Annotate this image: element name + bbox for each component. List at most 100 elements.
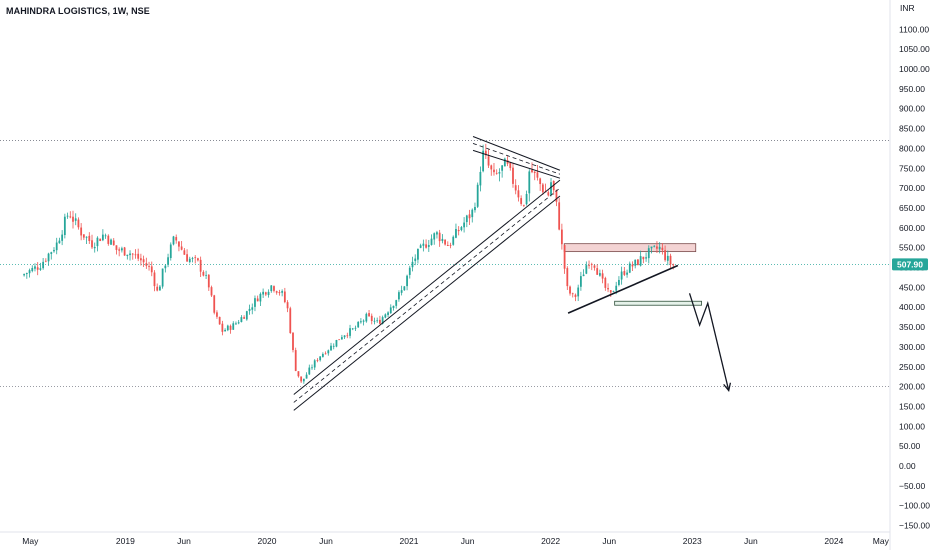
x-tick-label: 2019 xyxy=(116,536,135,546)
candle-body xyxy=(468,214,471,219)
candle-body xyxy=(39,268,42,270)
y-tick-label: 750.00 xyxy=(899,163,925,173)
candle-body xyxy=(259,293,262,302)
y-tick-label: 950.00 xyxy=(899,84,925,94)
candle-body xyxy=(153,272,156,287)
candle-body xyxy=(525,194,528,205)
candle-body xyxy=(129,253,131,256)
candle-body xyxy=(134,254,137,256)
candle-body xyxy=(289,308,292,334)
candle-body xyxy=(148,266,150,267)
candle-body xyxy=(547,192,550,196)
candle-body xyxy=(618,279,620,285)
candle-body xyxy=(23,274,26,276)
candle-body xyxy=(178,241,180,247)
current-price-tag xyxy=(892,258,928,271)
candle-body xyxy=(626,272,628,275)
candle-body xyxy=(332,345,335,347)
candle-body xyxy=(460,227,463,231)
candle-body xyxy=(93,246,96,249)
candle-body xyxy=(495,172,498,174)
candle-body xyxy=(25,273,28,275)
y-tick-label: 400.00 xyxy=(899,302,925,312)
candle-body xyxy=(164,265,167,269)
candle-body xyxy=(80,227,83,236)
candle-body xyxy=(392,305,395,308)
candle-body xyxy=(112,240,115,246)
candle-body xyxy=(381,317,384,324)
y-tick-label: 1100.00 xyxy=(899,24,929,34)
rising-channel-median-line xyxy=(293,187,561,403)
candle-body xyxy=(612,291,615,293)
candle-body xyxy=(28,270,31,274)
candle-body xyxy=(264,292,267,295)
candle-body xyxy=(541,184,544,193)
candle-body xyxy=(484,150,487,156)
support-trendline xyxy=(567,264,679,314)
candle-body xyxy=(248,308,251,311)
y-tick-label: 200.00 xyxy=(899,382,925,392)
candle-body xyxy=(161,268,164,287)
candle-body xyxy=(528,171,531,194)
candle-body xyxy=(351,328,354,330)
candle-body xyxy=(88,235,91,241)
candle-body xyxy=(463,222,466,228)
candle-body xyxy=(104,235,107,237)
candle-body xyxy=(490,165,493,170)
y-tick-label: 850.00 xyxy=(899,124,925,134)
candle-body xyxy=(672,264,675,266)
candle-body xyxy=(137,253,140,259)
candle-body xyxy=(590,264,593,265)
candle-body xyxy=(593,265,596,268)
candle-body xyxy=(115,245,118,250)
candle-body xyxy=(44,260,47,262)
candle-body xyxy=(340,337,343,340)
candle-body xyxy=(346,335,349,337)
x-tick-label: May xyxy=(22,536,39,546)
candle-body xyxy=(414,258,417,262)
candle-body xyxy=(455,228,457,238)
candle-body xyxy=(563,245,566,269)
x-tick-label: Jun xyxy=(177,536,191,546)
falling-channel-lower-line xyxy=(472,149,561,179)
candle-body xyxy=(96,237,99,247)
candle-body xyxy=(31,268,34,272)
candle-body xyxy=(449,244,452,246)
candle-body xyxy=(389,307,392,314)
candle-body xyxy=(240,317,243,323)
candle-body xyxy=(400,290,403,293)
y-tick-label: 0.00 xyxy=(899,461,916,471)
candle-body xyxy=(267,291,270,295)
candle-body xyxy=(634,259,637,266)
candle-body xyxy=(365,313,368,322)
candle-body xyxy=(273,286,275,291)
candle-body xyxy=(569,286,571,294)
candle-body xyxy=(53,249,55,252)
candle-body xyxy=(313,360,316,368)
candle-body xyxy=(172,236,175,245)
projection-arrow-path xyxy=(688,293,730,391)
candle-body xyxy=(221,323,224,332)
candle-body xyxy=(197,258,199,261)
candle-body xyxy=(387,312,389,315)
candle-body xyxy=(574,294,577,297)
candle-body xyxy=(444,239,446,245)
candle-body xyxy=(596,268,599,275)
candle-body xyxy=(628,263,631,273)
candle-body xyxy=(498,172,501,174)
candle-body xyxy=(237,322,240,324)
x-tick-label: Jun xyxy=(319,536,333,546)
candle-body xyxy=(50,252,53,254)
support-zone xyxy=(614,300,702,306)
candle-body xyxy=(156,286,159,291)
candle-body xyxy=(218,316,221,325)
candle-body xyxy=(335,339,338,347)
candle-body xyxy=(422,243,425,246)
candle-body xyxy=(251,307,254,310)
candle-body xyxy=(368,313,370,317)
current-price-label: 507.90 xyxy=(897,259,923,269)
candle-body xyxy=(465,215,468,223)
candle-body xyxy=(362,320,365,322)
candle-body xyxy=(188,258,191,263)
